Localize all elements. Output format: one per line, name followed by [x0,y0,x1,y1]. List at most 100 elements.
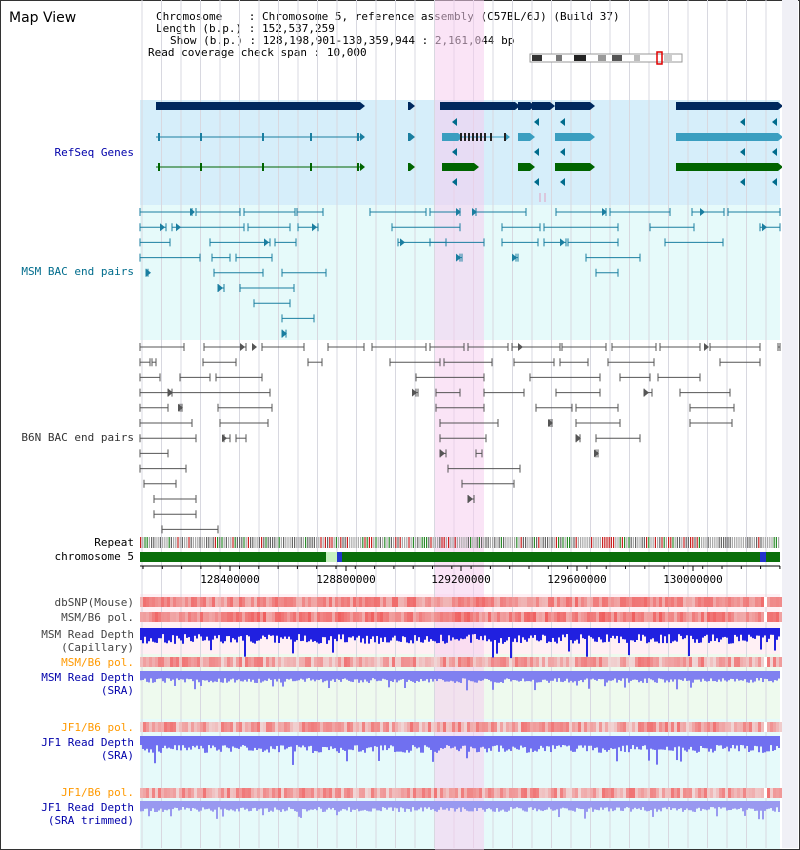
jf1-depth-sra-label[interactable]: JF1 Read Depth (SRA) [41,736,134,762]
depth-bar [286,628,288,639]
repeat-element [588,537,590,548]
jf1-b6-pol-trimmed-label[interactable]: JF1/B6 pol. [61,786,134,799]
jf1-depth-trimmed-label[interactable]: JF1 Read Depth (SRA trimmed) [41,801,134,827]
msm-b6-pol-sra-label[interactable]: MSM/B6 pol. [61,656,134,669]
right-scroll-strip[interactable] [782,0,798,848]
polymorphism-cell [167,657,170,667]
depth-bar [560,801,562,809]
jf1-b6-pol-label[interactable]: JF1/B6 pol. [61,721,134,734]
msm-bac-label[interactable]: MSM BAC end pairs [21,265,134,278]
depth-bar [188,736,190,748]
polymorphism-cell [458,612,461,622]
polymorphism-cell [392,612,395,622]
msm-depth-capillary-label[interactable]: MSM Read Depth (Capillary) [41,628,134,654]
repeat-element [192,537,194,548]
repeat-element [291,537,293,548]
repeat-element [230,537,232,548]
depth-bar [184,671,186,683]
depth-bar [280,801,282,812]
msm-depth-sra-label[interactable]: MSM Read Depth (SRA) [41,671,134,697]
depth-bar [516,671,518,681]
read-depth-tracks[interactable] [140,628,780,820]
polymorphism-cell [650,612,653,622]
repeat-element [619,537,621,548]
polymorphism-cell [542,612,545,622]
polymorphism-cell [512,657,515,667]
depth-bar [428,671,430,683]
depth-bar [774,736,776,751]
polymorphism-cell [326,788,329,798]
polymorphism-cell [185,612,188,622]
polymorphism-cell [665,657,668,667]
polymorphism-cell [287,597,290,607]
repeat-track[interactable] [140,537,780,548]
b6n-bac-label[interactable]: B6N BAC end pairs [21,431,134,444]
depth-bar [164,736,166,746]
depth-bar [394,671,396,680]
depth-bar [180,736,182,751]
polymorphism-cell [503,612,506,622]
depth-bar [532,671,534,680]
depth-bar [446,736,448,746]
msm-b6-pol-label[interactable]: MSM/B6 pol. [61,611,134,624]
polymorphism-cell [749,788,752,798]
depth-bar [494,801,496,812]
polymorphism-cell [173,657,176,667]
polymorphism-cell [404,597,407,607]
bac-arrow [456,253,461,262]
dbsnp-label[interactable]: dbSNP(Mouse) [54,596,134,609]
polymorphism-cell [464,612,467,622]
depth-bar [152,736,154,753]
polymorphism-cell [353,657,356,667]
depth-bar [454,671,456,683]
polymorphism-cell [701,657,704,667]
polymorphism-cell [707,788,710,798]
repeat-label[interactable]: Repeat [94,536,134,549]
depth-bar [398,628,400,642]
depth-bar [478,671,480,681]
depth-bar [680,801,682,809]
depth-bar [176,801,178,808]
depth-bar [666,801,668,810]
chromosome-bar[interactable] [140,552,780,562]
polymorphism-tracks[interactable] [140,597,782,798]
depth-bar [652,671,654,681]
polymorphism-cell [218,597,221,607]
chromosome-ideogram[interactable] [529,51,683,65]
depth-bar [470,801,472,812]
polymorphism-cell [479,788,482,798]
depth-bar [230,671,232,680]
depth-bar [710,801,712,808]
polymorphism-cell [665,597,668,607]
ruler-tick-label: 128400000 [200,573,260,586]
b6n-bac-track[interactable] [139,343,781,534]
polymorphism-cell [437,788,440,798]
repeat-element [661,537,663,548]
refseq-genes-track[interactable] [156,102,783,202]
depth-bar [438,736,440,751]
polymorphism-cell [539,722,542,732]
depth-bar [704,671,706,681]
polymorphism-cell [740,788,743,798]
polymorphism-cell [752,722,755,732]
polymorphism-cell [143,657,146,667]
polymorphism-cell [617,657,620,667]
bac-arrow [412,388,417,397]
depth-bar [708,628,710,643]
polymorphism-cell [362,788,365,798]
repeat-element [450,537,452,548]
depth-bar [570,801,572,811]
polymorphism-cell [524,657,527,667]
repeat-element [353,537,355,548]
refseq-genes-label[interactable]: RefSeq Genes [54,146,134,159]
polymorphism-cell [566,722,569,732]
depth-bar [224,736,226,746]
depth-bar [636,671,638,680]
msm-bac-track[interactable] [139,208,781,338]
chromosome-label[interactable]: chromosome 5 [54,550,134,563]
depth-bar [342,628,344,635]
depth-bar [614,801,616,811]
polymorphism-cell [158,657,161,667]
polymorphism-cell [380,657,383,667]
